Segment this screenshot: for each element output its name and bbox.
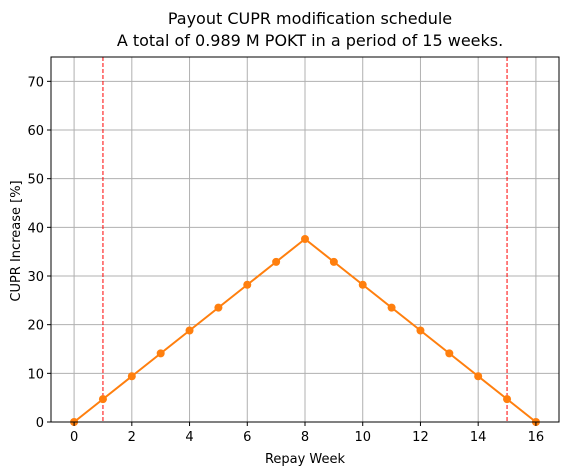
data-point	[329, 257, 338, 266]
y-axis-label: CUPR Increase [%]	[9, 180, 24, 301]
reference-lines	[102, 57, 508, 422]
x-axis-label: Repay Week	[265, 452, 346, 467]
data-point	[387, 303, 396, 312]
y-tick-label: 70	[27, 75, 44, 90]
y-tick-label: 30	[27, 270, 44, 285]
axis-ticks: 0 2 4 6 8 10 12 14 16 0 10 20 30 40 50 60 70	[27, 75, 544, 445]
y-tick-label: 60	[27, 124, 44, 139]
x-tick-label: 0	[70, 430, 78, 445]
x-tick-label: 16	[528, 430, 545, 445]
x-tick-label: 12	[412, 430, 429, 445]
x-tick-label: 14	[470, 430, 487, 445]
series-layer	[70, 235, 540, 426]
chart-title: Payout CUPR modification schedule	[168, 9, 452, 28]
data-point	[272, 257, 281, 266]
x-tick-label: 10	[354, 430, 371, 445]
x-tick-label: 4	[185, 430, 193, 445]
y-tick-label: 50	[27, 173, 44, 188]
y-tick-label: 0	[36, 416, 44, 431]
chart-subtitle: A total of 0.989 M POKT in a period of 1…	[117, 31, 503, 50]
data-point	[243, 280, 252, 289]
data-point	[127, 372, 136, 381]
data-point	[98, 395, 107, 404]
data-point	[214, 303, 223, 312]
data-point	[358, 280, 367, 289]
data-point	[503, 395, 512, 404]
x-tick-label: 2	[128, 430, 136, 445]
data-point	[185, 326, 194, 335]
data-point	[474, 372, 483, 381]
data-point	[416, 326, 425, 335]
data-point	[156, 349, 165, 358]
x-tick-label: 6	[243, 430, 251, 445]
y-tick-label: 40	[27, 221, 44, 236]
data-point	[301, 235, 309, 244]
x-tick-label: 8	[301, 430, 309, 445]
y-tick-label: 10	[27, 367, 44, 382]
data-point	[445, 349, 454, 358]
y-tick-label: 20	[27, 319, 44, 334]
